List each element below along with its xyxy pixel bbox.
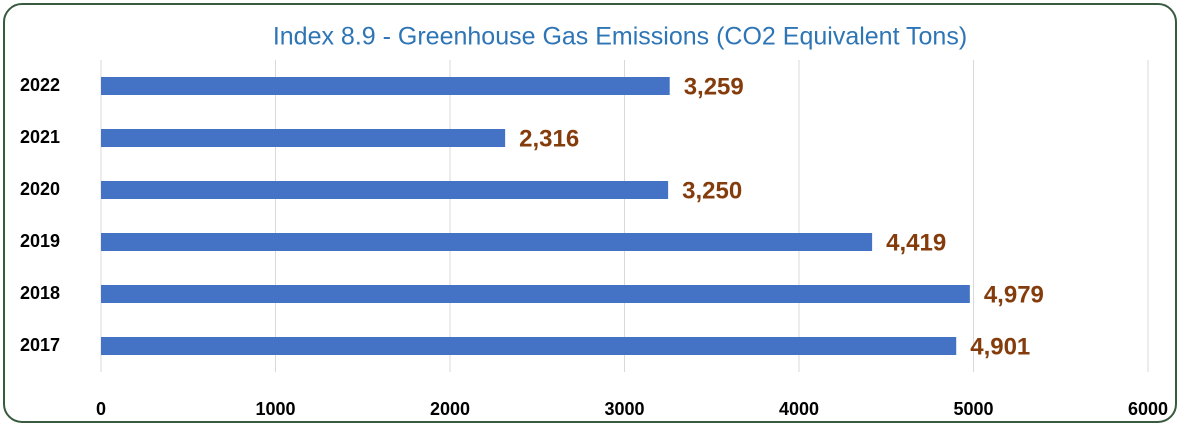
data-label: 2,316 bbox=[519, 125, 579, 152]
x-tick-label: 2000 bbox=[430, 399, 470, 419]
data-label: 4,901 bbox=[970, 333, 1030, 360]
bar bbox=[101, 77, 670, 95]
x-tick-label: 1000 bbox=[255, 399, 295, 419]
data-label: 3,259 bbox=[684, 73, 744, 100]
y-tick-label: 2021 bbox=[20, 127, 60, 147]
y-tick-label: 2020 bbox=[20, 179, 60, 199]
x-tick-label: 3000 bbox=[604, 399, 644, 419]
x-tick-label: 6000 bbox=[1128, 399, 1168, 419]
x-tick-label: 0 bbox=[96, 399, 106, 419]
chart-title: Index 8.9 - Greenhouse Gas Emissions (CO… bbox=[273, 23, 967, 51]
x-tick-label: 5000 bbox=[953, 399, 993, 419]
chart-border bbox=[3, 3, 1177, 423]
bar bbox=[101, 233, 873, 251]
bar bbox=[101, 129, 506, 147]
y-tick-label: 2017 bbox=[20, 335, 60, 355]
x-tick-label: 4000 bbox=[779, 399, 819, 419]
y-tick-label: 2019 bbox=[20, 231, 60, 251]
data-label: 4,979 bbox=[984, 281, 1044, 308]
bar bbox=[101, 181, 669, 199]
data-label: 3,250 bbox=[682, 177, 742, 204]
data-label: 4,419 bbox=[886, 229, 946, 256]
y-tick-label: 2018 bbox=[20, 283, 60, 303]
bar bbox=[101, 337, 957, 355]
y-tick-label: 2022 bbox=[20, 75, 60, 95]
bar bbox=[101, 285, 970, 303]
